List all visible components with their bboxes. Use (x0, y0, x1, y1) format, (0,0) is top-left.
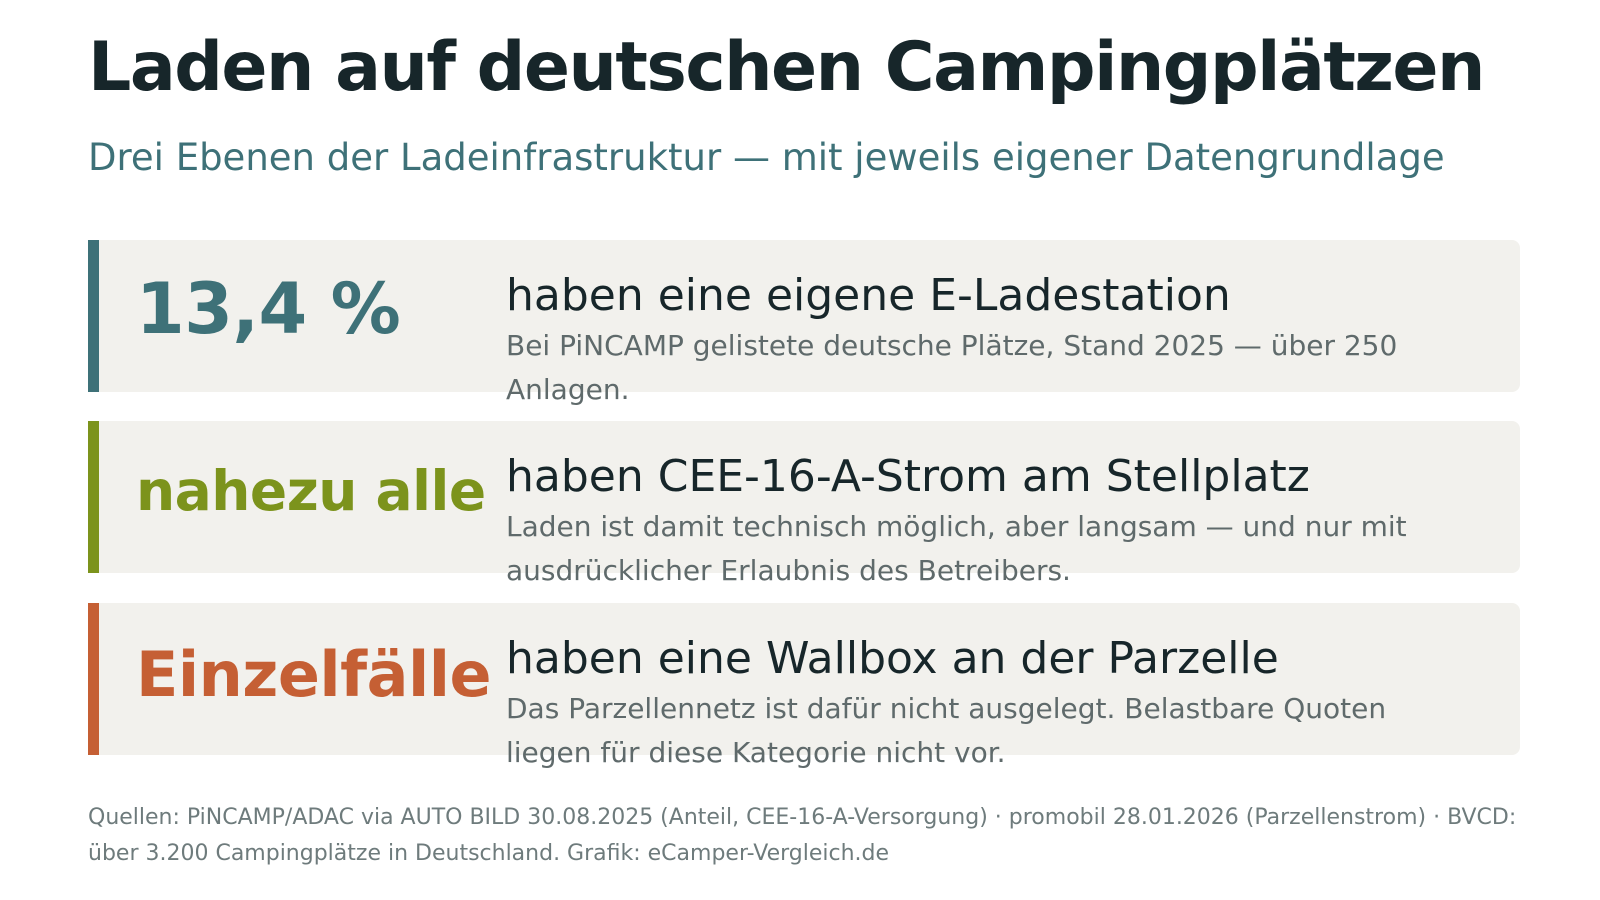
stat-detail: Bei PiNCAMP gelistete deutsche Plätze, S… (506, 329, 1398, 406)
sources-footnote: Quellen: PiNCAMP/ADAC via AUTO BILD 30.0… (88, 805, 1517, 866)
stat-value: Einzelfälle (136, 638, 492, 711)
stat-value: nahezu alle (136, 459, 486, 523)
stat-card-cee-power: nahezu alle haben CEE-16-A-Strom am Stel… (88, 421, 1520, 587)
stat-detail: Laden ist damit technisch möglich, aber … (506, 510, 1407, 587)
stat-card-charging-station: 13,4 % haben eine eigene E-Ladestation B… (88, 240, 1520, 406)
stat-value: 13,4 % (136, 268, 401, 350)
stat-headline: haben CEE-16-A-Strom am Stellplatz (506, 451, 1310, 502)
page-title: Laden auf deutschen Campingplätzen (88, 28, 1485, 107)
stat-detail: Das Parzellennetz ist dafür nicht ausgel… (506, 692, 1387, 769)
stat-headline: haben eine Wallbox an der Parzelle (506, 633, 1279, 684)
stat-card-wallbox: Einzelfälle haben eine Wallbox an der Pa… (88, 603, 1520, 769)
stat-headline: haben eine eigene E-Ladestation (506, 270, 1231, 321)
page-subtitle: Drei Ebenen der Ladeinfrastruktur — mit … (88, 136, 1445, 179)
